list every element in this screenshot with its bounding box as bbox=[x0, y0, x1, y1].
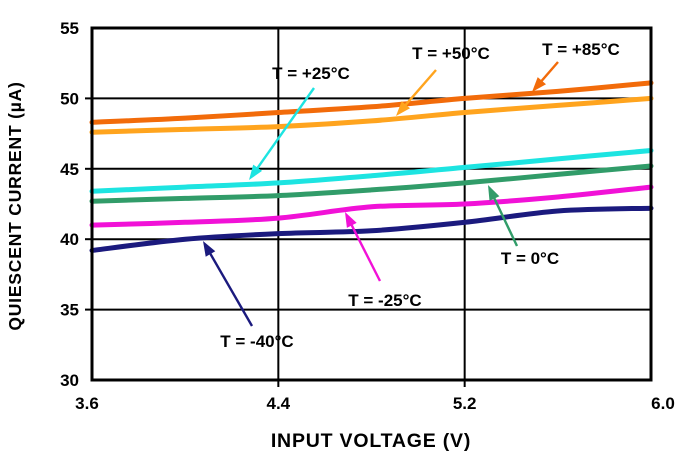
x-tick-label-5.2: 5.2 bbox=[453, 394, 477, 413]
annotation-arrow-tm40 bbox=[203, 241, 254, 327]
series-line-t85 bbox=[89, 80, 654, 125]
annotation-arrowhead-tm25 bbox=[345, 212, 357, 228]
annotation-arrow-t85 bbox=[532, 61, 559, 92]
annotation-label-tm40: T = -40°C bbox=[220, 332, 293, 351]
x-axis-title: INPUT VOLTAGE (V) bbox=[271, 430, 471, 452]
annotation-arrowhead-tm40 bbox=[203, 241, 216, 257]
annotation-label-t50: T = +50°C bbox=[412, 44, 490, 63]
y-tick-label-40: 40 bbox=[60, 230, 79, 249]
annotation-arrow-shaft-t0 bbox=[491, 194, 519, 247]
annotation-label-tm25: T = -25°C bbox=[348, 291, 421, 310]
annotation-arrow-t0 bbox=[488, 185, 519, 247]
y-tick-label-50: 50 bbox=[60, 89, 79, 108]
y-tick-label-55: 55 bbox=[60, 19, 79, 38]
annotation-arrow-shaft-tm40 bbox=[207, 249, 254, 327]
x-tick-label-3.6: 3.6 bbox=[75, 394, 99, 413]
y-tick-label-45: 45 bbox=[60, 160, 79, 179]
annotation-arrowhead-t85 bbox=[532, 77, 546, 92]
x-tick-label-4.4: 4.4 bbox=[267, 394, 291, 413]
annotation-arrow-tm25 bbox=[345, 212, 382, 282]
annotation-label-t25: T = +25°C bbox=[272, 64, 350, 83]
series-line-tm40 bbox=[89, 205, 654, 253]
annotation-arrow-shaft-t85 bbox=[538, 61, 559, 85]
series-line-t0 bbox=[89, 163, 654, 204]
series-line-t25 bbox=[89, 148, 654, 194]
annotations-layer: T = +25°C T = +50°C T = +85°C T = 0°C T = -2… bbox=[203, 40, 620, 351]
series-line-t50 bbox=[89, 95, 654, 135]
frame-layer bbox=[90, 26, 653, 382]
annotation-arrow-shaft-t25 bbox=[254, 87, 315, 172]
annotation-arrowhead-t25 bbox=[249, 164, 263, 180]
annotation-label-t0: T = 0°C bbox=[501, 249, 559, 268]
tick-labels-layer: 3.6 4.4 5.2 6.0 30 35 40 45 50 55 bbox=[60, 19, 675, 413]
annotation-arrow-t25 bbox=[249, 87, 315, 180]
annotation-arrow-shaft-t50 bbox=[402, 69, 437, 109]
y-tick-label-35: 35 bbox=[60, 301, 79, 320]
annotation-arrow-shaft-tm25 bbox=[348, 221, 382, 282]
annotation-label-t85: T = +85°C bbox=[542, 40, 620, 59]
y-axis-title: QUIESCENT CURRENT (µA) bbox=[5, 81, 25, 330]
annotation-arrow-t50 bbox=[396, 69, 437, 116]
series-line-tm25 bbox=[89, 184, 654, 228]
series-layer bbox=[89, 80, 654, 253]
plot-border bbox=[90, 26, 653, 382]
annotation-arrowhead-t0 bbox=[488, 185, 500, 201]
x-tick-label-6.0: 6.0 bbox=[651, 394, 675, 413]
y-tick-label-30: 30 bbox=[60, 371, 79, 390]
annotation-arrowhead-t50 bbox=[396, 101, 410, 116]
